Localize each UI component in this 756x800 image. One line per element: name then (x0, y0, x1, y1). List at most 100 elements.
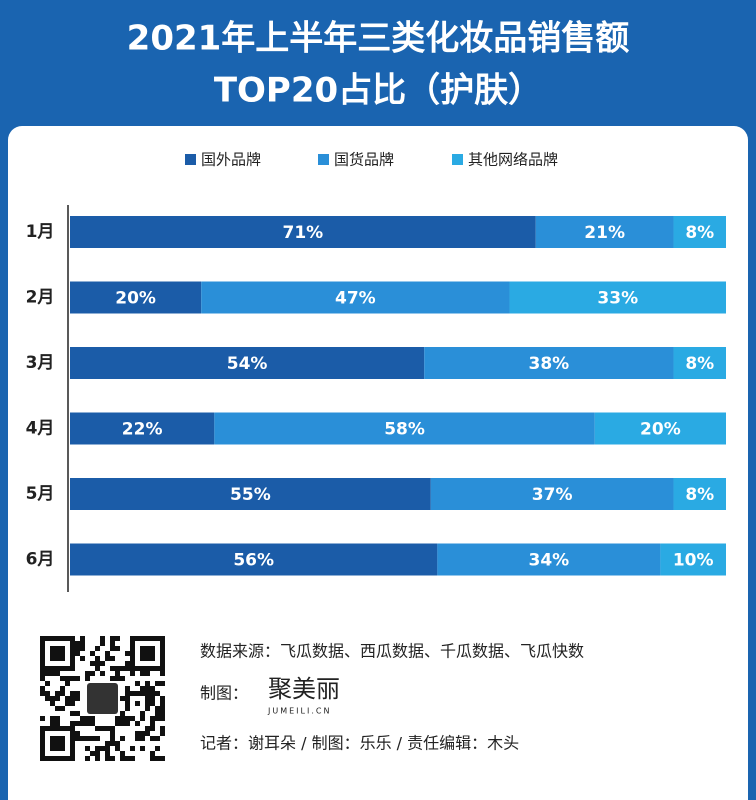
qr-module (160, 716, 165, 721)
qr-module (140, 636, 145, 641)
qr-module (40, 676, 45, 681)
qr-module (100, 726, 105, 731)
qr-module (130, 656, 135, 661)
qr-module (145, 726, 150, 731)
title-line: TOP20占比（护肤） (214, 71, 542, 111)
category-label: 4月 (26, 419, 55, 439)
qr-module (55, 746, 60, 751)
data-label: 8% (685, 485, 714, 505)
bar-segment (214, 412, 595, 445)
qr-module (40, 656, 45, 661)
qr-module (40, 671, 45, 676)
qr-module (120, 666, 125, 671)
qr-module (120, 736, 125, 741)
qr-module (150, 666, 155, 671)
qr-module (70, 641, 75, 646)
qr-module (160, 711, 165, 716)
bar-segment (70, 543, 438, 576)
qr-module (75, 646, 80, 651)
qr-module (140, 651, 145, 656)
qr-module (80, 641, 85, 646)
qr-module (115, 646, 120, 651)
qr-module (80, 656, 85, 661)
qr-module (150, 696, 155, 701)
qr-module (125, 716, 130, 721)
bar-segment (673, 347, 726, 379)
qr-module (65, 681, 70, 686)
qr-module (50, 696, 55, 701)
qr-module (140, 711, 145, 716)
qr-module (105, 756, 110, 761)
qr-module (85, 676, 90, 681)
qr-module (60, 666, 65, 671)
data-label: 33% (597, 289, 638, 309)
qr-module (55, 716, 60, 721)
qr-module (45, 671, 50, 676)
data-label: 56% (233, 551, 274, 571)
qr-module (130, 716, 135, 721)
qr-module (70, 756, 75, 761)
qr-module (105, 751, 110, 756)
qr-module (70, 661, 75, 666)
qr-module (60, 726, 65, 731)
qr-module (110, 636, 115, 641)
bar-segment (660, 543, 726, 576)
qr-module (50, 656, 55, 661)
qr-logo (87, 683, 118, 714)
data-label: 8% (685, 354, 714, 374)
qr-module (155, 666, 160, 671)
data-label: 10% (673, 551, 714, 571)
qr-module (140, 691, 145, 696)
bar-segment (70, 216, 536, 248)
qr-module (140, 746, 145, 751)
qr-module (140, 656, 145, 661)
qr-module (60, 636, 65, 641)
qr-module (55, 741, 60, 746)
data-label: 54% (227, 354, 268, 374)
qr-module (145, 651, 150, 656)
qr-module (120, 721, 125, 726)
qr-module (50, 636, 55, 641)
qr-module (65, 676, 70, 681)
qr-module (55, 646, 60, 651)
qr-module (40, 686, 45, 691)
qr-module (70, 746, 75, 751)
qr-module (125, 691, 130, 696)
qr-module (50, 671, 55, 676)
qr-module (95, 736, 100, 741)
qr-module (150, 756, 155, 761)
qr-module (50, 756, 55, 761)
qr-module (60, 651, 65, 656)
qr-module (75, 736, 80, 741)
qr-module (140, 671, 145, 676)
qr-module (70, 636, 75, 641)
qr-module (65, 756, 70, 761)
qr-module (70, 741, 75, 746)
qr-module (65, 636, 70, 641)
qr-module (105, 651, 110, 656)
logo-sub: JUMEILI.CN (267, 707, 331, 716)
qr-module (145, 681, 150, 686)
qr-module (60, 656, 65, 661)
qr-module (150, 726, 155, 731)
qr-module (130, 746, 135, 751)
data-label: 8% (685, 223, 714, 243)
qr-module (70, 676, 75, 681)
qr-module (150, 686, 155, 691)
qr-module (80, 646, 85, 651)
qr-module (60, 746, 65, 751)
qr-module (55, 671, 60, 676)
qr-module (85, 671, 90, 676)
qr-module (155, 636, 160, 641)
qr-module (125, 696, 130, 701)
qr-module (135, 721, 140, 726)
qr-module (75, 651, 80, 656)
bar-segment (594, 412, 726, 445)
qr-module (70, 651, 75, 656)
qr-module (95, 726, 100, 731)
qr-module (145, 646, 150, 651)
qr-module (45, 756, 50, 761)
qr-module (50, 736, 55, 741)
qr-module (45, 636, 50, 641)
qr-module (90, 651, 95, 656)
